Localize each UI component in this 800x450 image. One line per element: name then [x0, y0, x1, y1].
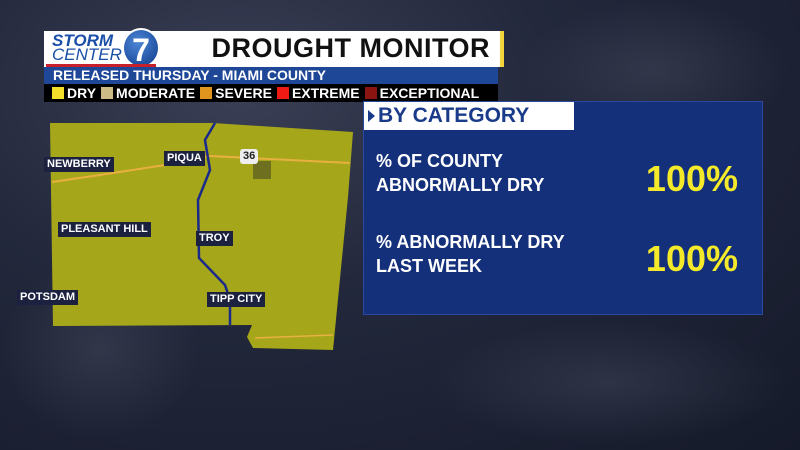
- category-panel: BY CATEGORY % OF COUNTY ABNORMALLY DRY 10…: [363, 101, 763, 315]
- place-potsdam: POTSDAM: [17, 290, 78, 305]
- row2-value: 100%: [645, 238, 738, 279]
- header-bar: STORM CENTER 7 DROUGHT MONITOR: [44, 28, 504, 68]
- legend-swatch: [364, 87, 377, 99]
- place-troy: TROY: [196, 231, 233, 246]
- legend-item-exceptional: EXCEPTIONAL: [364, 85, 480, 101]
- row2-label: % ABNORMALLY DRY LAST WEEK: [376, 230, 565, 278]
- legend-swatch: [276, 87, 289, 99]
- legend-swatch: [200, 87, 213, 99]
- legend-swatch: [101, 87, 114, 99]
- legend-item-severe: SEVERE: [200, 85, 272, 101]
- row2-label-line1: % ABNORMALLY DRY: [376, 232, 565, 252]
- page-title: DROUGHT MONITOR: [211, 33, 490, 63]
- legend-item-dry: DRY: [52, 85, 96, 101]
- legend: DRY MODERATE SEVERE EXTREME EXCEPTIONAL: [44, 84, 498, 102]
- logo-storm: STORM: [52, 31, 114, 50]
- shaded-area: [253, 161, 271, 179]
- logo-underline: [46, 64, 156, 67]
- legend-item-extreme: EXTREME: [276, 85, 360, 101]
- storm-center-7-logo: STORM CENTER 7: [46, 28, 166, 68]
- legend-label: EXCEPTIONAL: [379, 85, 480, 101]
- road: [254, 334, 334, 339]
- subtitle: RELEASED THURSDAY - MIAMI COUNTY: [44, 67, 498, 84]
- route-36-shield: 36: [240, 149, 259, 164]
- row1-label: % OF COUNTY ABNORMALLY DRY: [376, 149, 544, 197]
- row1-value: 100%: [645, 158, 738, 199]
- place-newberry: NEWBERRY: [44, 157, 114, 172]
- logo-center: CENTER: [52, 45, 122, 64]
- cloud: [430, 320, 790, 445]
- row1-label-line1: % OF COUNTY: [376, 151, 504, 171]
- legend-swatch: [52, 87, 64, 99]
- place-pleasant-hill: PLEASANT HILL: [58, 222, 151, 237]
- legend-item-moderate: MODERATE: [101, 85, 195, 101]
- row1-label-line2: ABNORMALLY DRY: [376, 175, 545, 195]
- place-piqua: PIQUA: [164, 151, 205, 166]
- county-map: [50, 122, 353, 350]
- row2-label-line2: LAST WEEK: [376, 256, 482, 276]
- legend-label: EXTREME: [291, 85, 360, 101]
- place-tipp-city: TIPP CITY: [207, 292, 266, 307]
- legend-label: MODERATE: [116, 85, 196, 101]
- legend-label: DRY: [67, 85, 97, 101]
- panel-heading: BY CATEGORY: [364, 102, 574, 130]
- legend-label: SEVERE: [215, 85, 272, 101]
